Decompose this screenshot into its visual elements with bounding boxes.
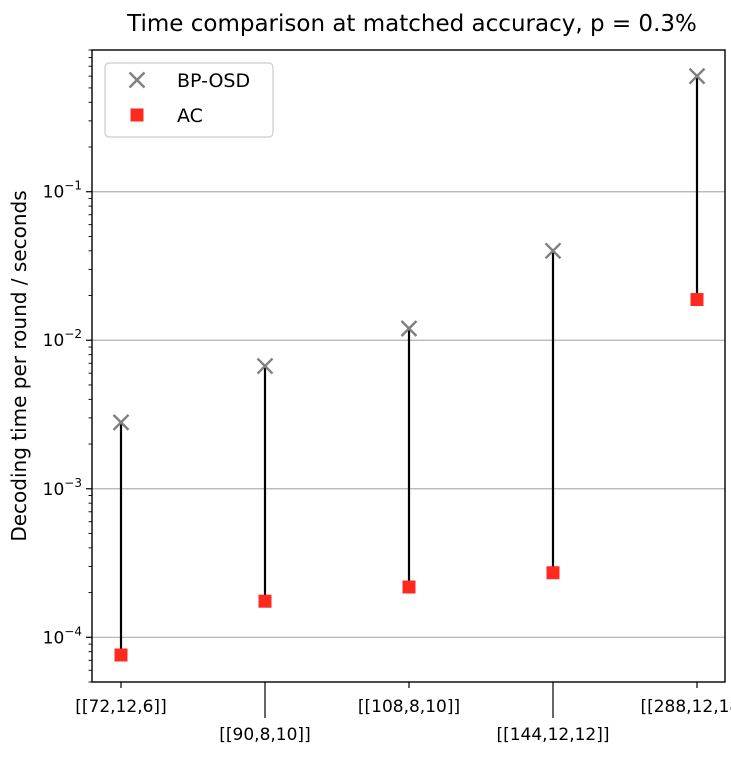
bp-osd-point	[256, 357, 274, 375]
x-tick-label: [[288,12,18]]	[640, 697, 731, 717]
y-tick-base: 10	[43, 331, 65, 351]
ac-point	[114, 648, 128, 662]
legend-label-ac: AC	[177, 105, 203, 127]
y-tick-exponent: −3	[64, 476, 82, 490]
x-tick-label: [[108,8,10]]	[358, 697, 460, 717]
y-axis-label: Decoding time per round / seconds	[7, 190, 31, 541]
bp-osd-point	[688, 67, 706, 85]
y-tick-label: 10−4	[43, 624, 82, 648]
markers	[112, 67, 706, 662]
ac-point	[258, 594, 272, 608]
bp-osd-point	[544, 242, 562, 260]
drop-lines	[119, 76, 699, 655]
y-tick-exponent: −1	[64, 179, 82, 193]
y-tick-base: 10	[43, 628, 65, 648]
bp-osd-point	[400, 320, 418, 337]
x-tick-label: [[72,12,6]]	[75, 697, 166, 717]
legend: BP-OSD AC	[104, 62, 274, 138]
y-tick-exponent: −4	[64, 624, 82, 638]
y-axis-ticks: 10−410−310−210−1	[43, 49, 92, 683]
y-tick-label: 10−2	[43, 327, 82, 351]
y-tick-label: 10−3	[43, 476, 82, 500]
chart-title: Time comparison at matched accuracy, p =…	[126, 11, 697, 37]
x-tick-label: [[90,8,10]]	[219, 725, 310, 745]
x-tick-label: [[144,12,12]]	[496, 725, 609, 745]
y-tick-label: 10−1	[43, 179, 82, 203]
legend-bp-osd-marker	[128, 71, 146, 89]
y-tick-base: 10	[43, 480, 65, 500]
x-axis-ticks: [[72,12,6]] [[90,8,10]] [[108,8,10]] [[144,…	[75, 682, 731, 745]
y-tick-exponent: −2	[64, 327, 82, 341]
bp-osd-point	[112, 414, 130, 431]
y-tick-base: 10	[43, 183, 65, 203]
legend-label-bp-osd: BP-OSD	[177, 70, 250, 92]
ac-point	[402, 580, 416, 594]
ac-point	[546, 566, 560, 580]
legend-ac-marker	[130, 108, 144, 122]
legend-box	[104, 62, 274, 138]
ac-point	[690, 293, 704, 307]
